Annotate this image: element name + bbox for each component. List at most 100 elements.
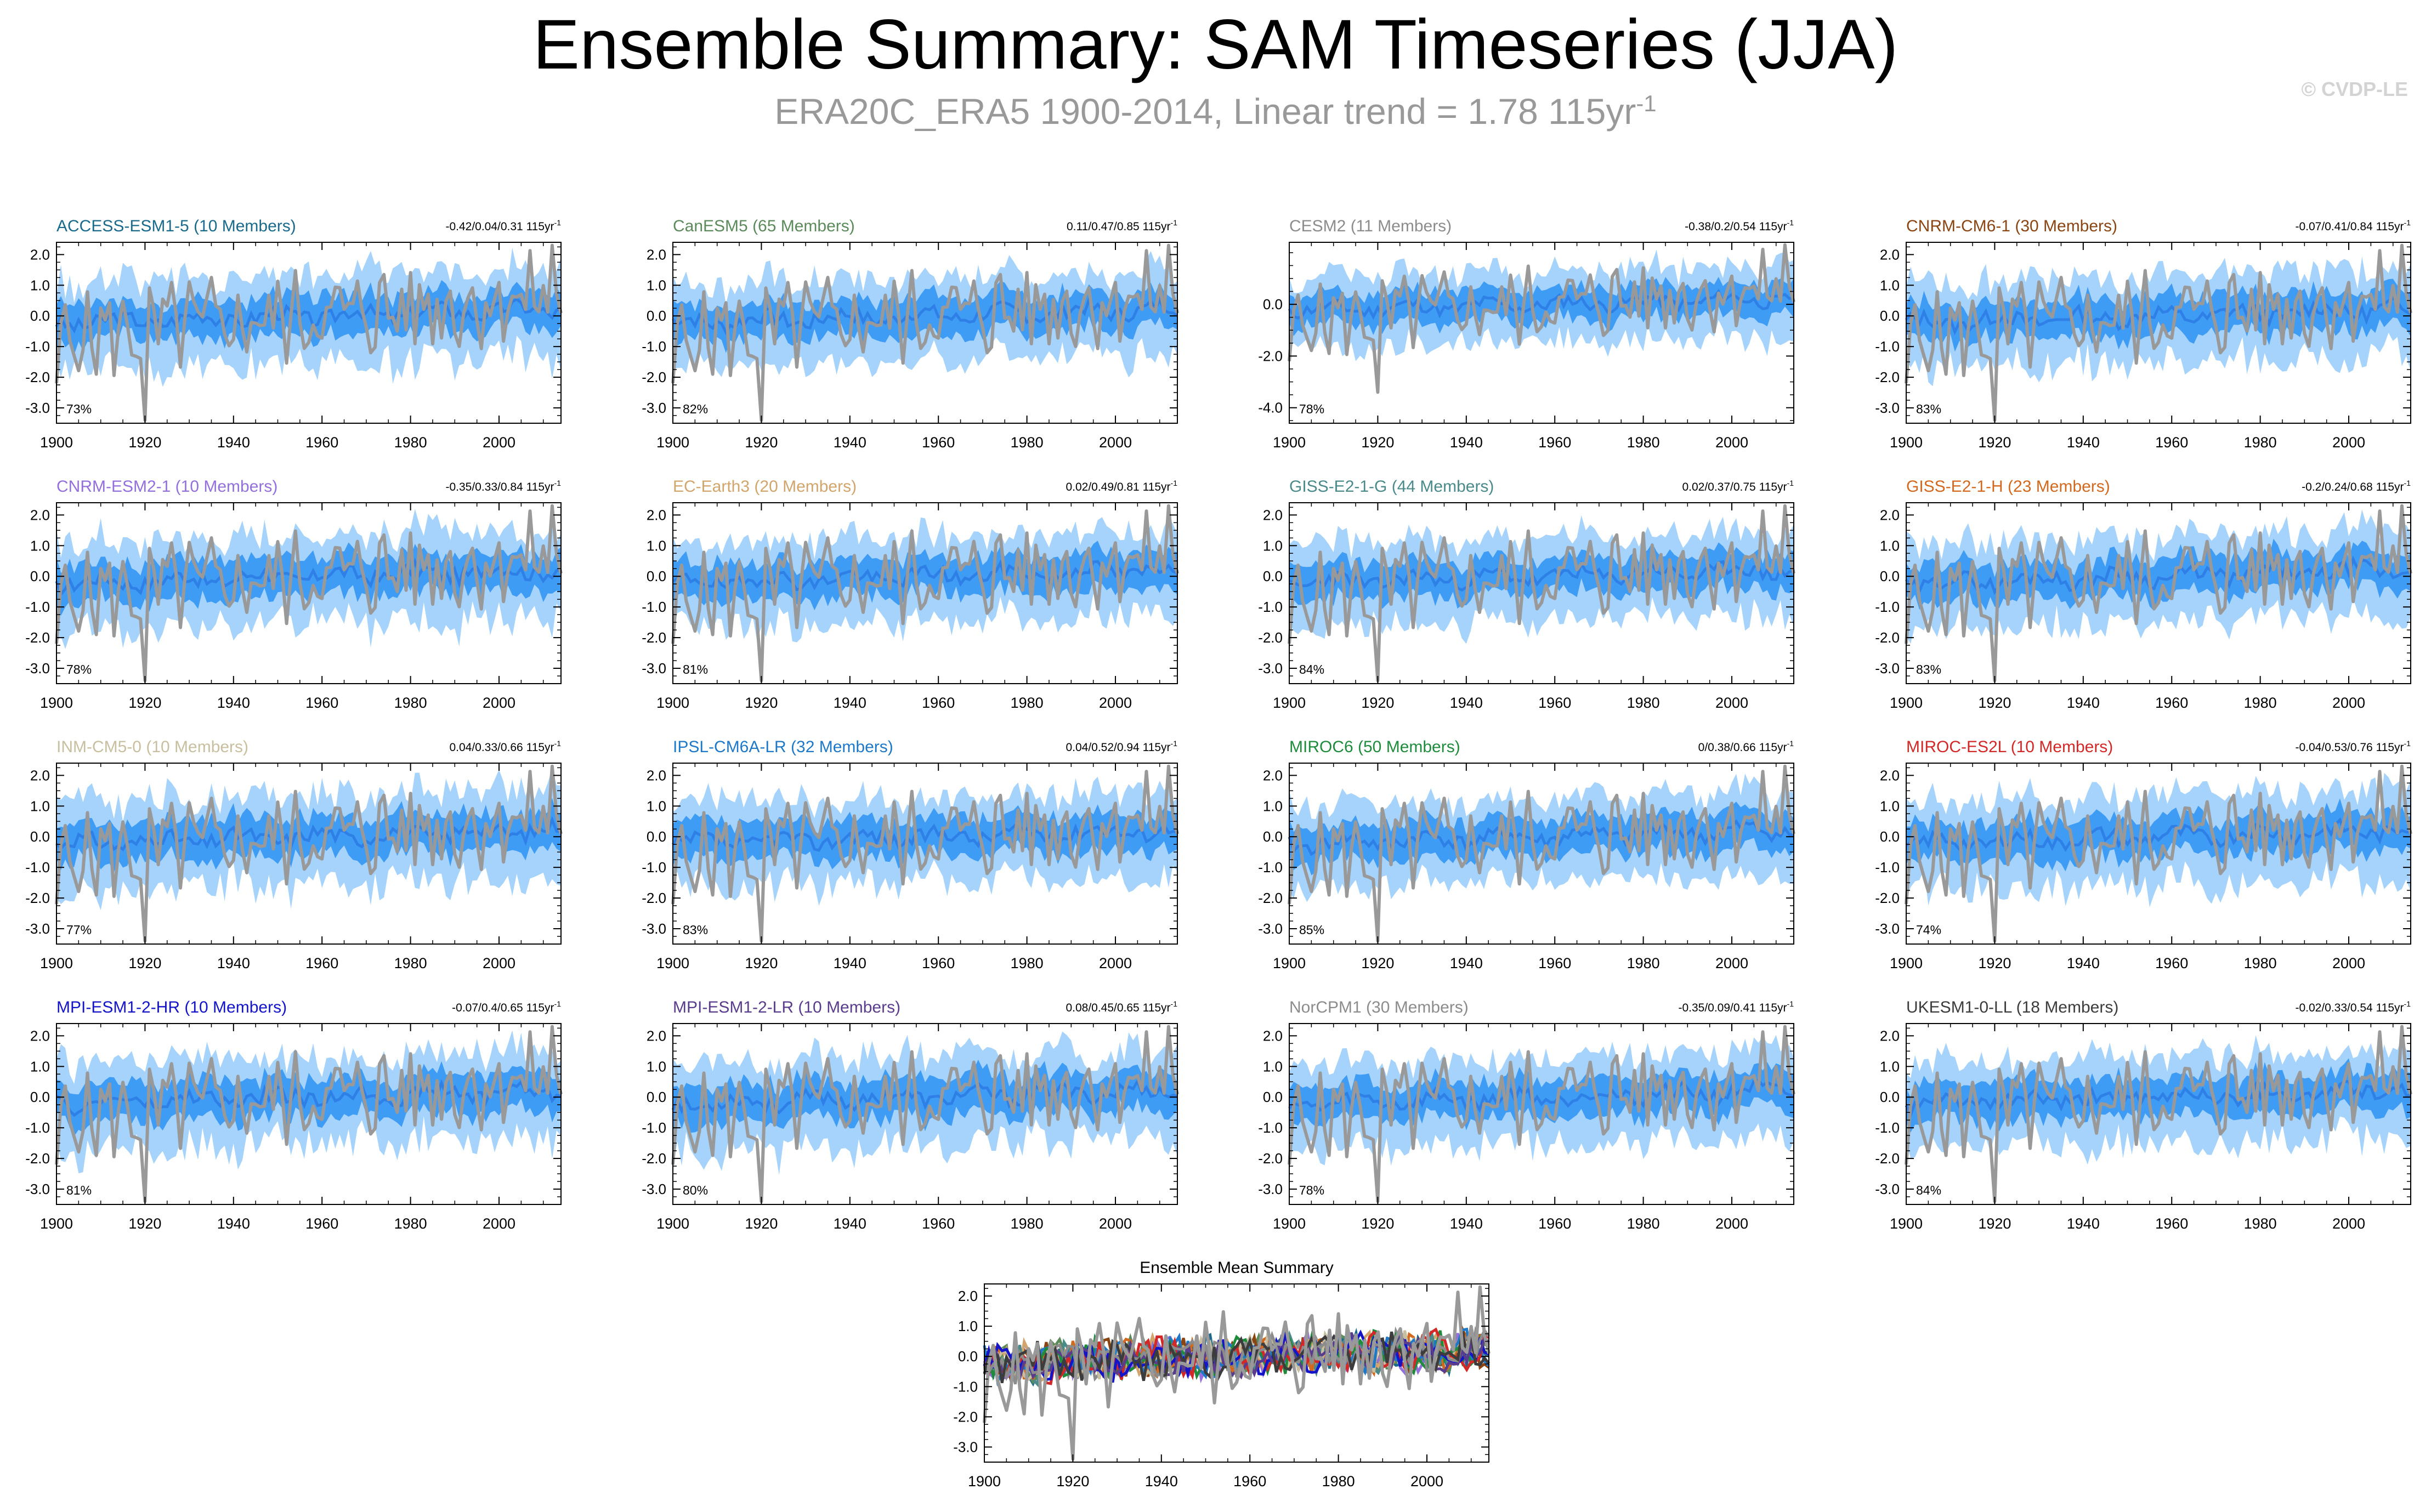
y-tick-label: 1.0	[1880, 1058, 1900, 1075]
y-tick-label: -1.0	[642, 859, 666, 876]
y-tick-label: 2.0	[1880, 767, 1900, 783]
x-tick-label: 1920	[1978, 695, 2011, 711]
x-tick-label: 1940	[834, 434, 866, 451]
x-tick-label: 2000	[483, 1215, 515, 1232]
x-tick-label: 1940	[217, 434, 250, 451]
y-tick-label: 2.0	[647, 246, 666, 263]
x-tick-label: 1960	[1538, 695, 1571, 711]
trend-values: -0.2/0.24/0.68 115yr	[2302, 481, 2404, 493]
percent-rank-label: 84%	[1299, 662, 1324, 677]
x-tick-label: 2000	[2332, 955, 2365, 971]
trend-exponent: -1	[1171, 479, 1178, 487]
panel-title: EC-Earth3 (20 Members)	[673, 478, 857, 496]
trend-values: 0/0.38/0.66 115yr	[1698, 741, 1787, 754]
y-tick-label: -2.0	[642, 890, 666, 906]
x-tick-label: 1900	[1273, 955, 1306, 971]
y-tick-label: 1.0	[647, 277, 666, 293]
spread-band-inner	[1289, 542, 1794, 609]
y-tick-label: 0.0	[30, 568, 50, 584]
y-tick-label: 2.0	[1263, 1027, 1283, 1044]
x-tick-label: 1920	[745, 695, 778, 711]
plot-frame	[1906, 763, 2411, 945]
percent-rank-label: 81%	[683, 662, 708, 677]
x-tick-label: 1960	[1538, 955, 1571, 971]
x-tick-label: 2000	[1715, 434, 1748, 451]
percent-rank-label: 80%	[683, 1183, 708, 1197]
x-tick-label: 1960	[305, 695, 338, 711]
x-tick-label: 1960	[922, 1215, 955, 1232]
x-tick-label: 1960	[2155, 695, 2188, 711]
trend-values: 0.04/0.33/0.66 115yr	[449, 741, 554, 754]
x-tick-label: 1960	[922, 955, 955, 971]
percent-rank-label: 77%	[66, 923, 92, 937]
x-tick-label: 1960	[2155, 434, 2188, 451]
x-tick-label: 1980	[394, 434, 427, 451]
panel-title: CESM2 (11 Members)	[1289, 217, 1452, 235]
y-tick-label: 2.0	[30, 767, 50, 783]
y-tick-label: -1.0	[642, 338, 666, 355]
y-tick-label: -1.0	[642, 1119, 666, 1136]
observed-line	[55, 243, 563, 422]
y-tick-label: -1.0	[1258, 859, 1283, 876]
x-tick-label: 1960	[305, 955, 338, 971]
spread-band-inner	[56, 280, 561, 355]
x-tick-label: 2000	[2332, 434, 2365, 451]
x-tick-label: 1980	[1627, 955, 1660, 971]
y-tick-label: 0.0	[30, 1089, 50, 1105]
panel-title: CNRM-CM6-1 (30 Members)	[1906, 217, 2117, 235]
x-tick-label: 1980	[1011, 1215, 1044, 1232]
trend-values: -0.02/0.33/0.54 115yr	[2295, 1002, 2404, 1014]
y-tick-label: -2.0	[1875, 1150, 1900, 1167]
x-tick-label: 1940	[2067, 1215, 2100, 1232]
x-tick-label: 1940	[834, 695, 866, 711]
percent-rank-label: 73%	[66, 402, 92, 416]
y-tick-label: 1.0	[30, 537, 50, 554]
y-tick-label: 2.0	[647, 507, 666, 523]
y-tick-label: 1.0	[958, 1318, 978, 1334]
percent-rank-label: 85%	[1299, 923, 1324, 937]
trend-exponent: -1	[554, 739, 562, 748]
x-tick-label: 2000	[1715, 955, 1748, 971]
x-tick-label: 1960	[305, 1215, 338, 1232]
x-tick-label: 2000	[1099, 1215, 1132, 1232]
copyright-watermark: © CVDP-LE	[2301, 78, 2408, 100]
figure-subtitle: ERA20C_ERA5 1900-2014, Linear trend = 1.…	[0, 90, 2431, 132]
x-tick-label: 1900	[1273, 1215, 1306, 1232]
y-tick-label: 1.0	[1263, 537, 1283, 554]
y-tick-label: -1.0	[953, 1378, 978, 1395]
chart-panel-6: 81% 1900 1920 1940 1960 1980 2000 2.0 1.0 0.0 -1.0…	[642, 478, 1179, 711]
y-tick-label: 0.0	[958, 1348, 978, 1365]
y-tick-label: -3.0	[25, 920, 50, 937]
observed-line	[671, 504, 1179, 683]
panel-trend-label: -0.07/0.41/0.84 115yr-1	[2295, 218, 2411, 233]
chart-panel-2: 82% 1900 1920 1940 1960 1980 2000 2.0 1.0 0.0 -1.0…	[642, 217, 1179, 451]
spread-band-inner	[56, 1061, 561, 1136]
y-tick-label: -1.0	[25, 859, 50, 876]
panel-title: MPI-ESM1-2-HR (10 Members)	[56, 998, 287, 1016]
x-tick-label: 1960	[2155, 1215, 2188, 1232]
x-tick-label: 1940	[1450, 695, 1483, 711]
y-tick-label: 2.0	[30, 246, 50, 263]
x-tick-label: 1980	[394, 695, 427, 711]
x-tick-label: 1920	[1361, 434, 1394, 451]
x-tick-label: 1900	[40, 955, 73, 971]
panel-trend-label: -0.42/0.04/0.31 115yr-1	[445, 218, 561, 233]
panel-title: CanESM5 (65 Members)	[673, 217, 855, 235]
chart-panel-10: 83% 1900 1920 1940 1960 1980 2000 2.0 1.0 0.0 -1.0…	[642, 738, 1179, 971]
y-tick-label: 0.0	[30, 308, 50, 324]
x-tick-label: 1960	[1538, 434, 1571, 451]
panel-trend-label: -0.2/0.24/0.68 115yr-1	[2302, 479, 2411, 493]
x-tick-label: 2000	[2332, 695, 2365, 711]
plot-frame	[1906, 242, 2411, 424]
y-tick-label: -1.0	[1875, 859, 1900, 876]
y-tick-label: -2.0	[25, 1150, 50, 1167]
percent-rank-label: 82%	[683, 402, 708, 416]
x-tick-label: 1980	[1011, 695, 1044, 711]
y-tick-label: 0.0	[647, 1089, 666, 1105]
x-tick-label: 1940	[217, 695, 250, 711]
trend-values: -0.35/0.33/0.84 115yr	[445, 481, 554, 493]
y-tick-label: -2.0	[953, 1408, 978, 1425]
plot-frame	[672, 502, 1178, 684]
y-tick-label: 0.0	[1263, 1089, 1283, 1105]
percent-rank-label: 83%	[1916, 402, 1941, 416]
